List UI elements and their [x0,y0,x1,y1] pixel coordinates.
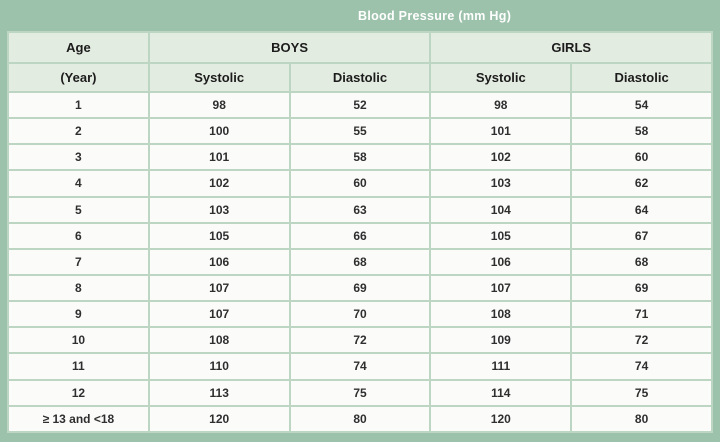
value-cell: 70 [290,302,430,327]
col-header-age-unit: (Year) [9,64,148,91]
table-body: 1 98 52 98 54 2 100 55 101 58 3 101 58 102 60 4 102 60 103… [9,93,711,431]
value-cell: 71 [572,302,711,327]
value-cell: 62 [572,171,711,196]
value-cell: 69 [572,275,711,301]
value-cell: 63 [290,197,430,222]
value-cell: 64 [572,197,711,222]
value-cell: 108 [431,302,571,327]
value-cell: 80 [572,406,711,431]
table-row: 10 108 72 109 72 [9,328,711,353]
value-cell: 102 [149,171,289,196]
value-cell: 110 [149,354,289,379]
table-row: 12 113 75 114 75 [9,380,711,405]
value-cell: 58 [290,145,430,170]
value-cell: 75 [290,380,430,405]
age-cell: 7 [9,249,148,274]
value-cell: 66 [290,223,430,248]
value-cell: 54 [572,93,711,118]
value-cell: 69 [290,275,430,301]
age-cell: 12 [9,380,148,405]
value-cell: 120 [431,406,571,431]
value-cell: 103 [149,197,289,222]
value-cell: 109 [431,328,571,353]
value-cell: 101 [149,145,289,170]
table-row: 2 100 55 101 58 [9,119,711,144]
col-header-boys: BOYS [149,33,430,62]
value-cell: 105 [149,223,289,248]
value-cell: 67 [572,223,711,248]
col-header-boys-diastolic: Diastolic [290,64,430,91]
value-cell: 55 [290,119,430,144]
value-cell: 107 [149,302,289,327]
value-cell: 101 [431,119,571,144]
col-header-girls-systolic: Systolic [431,64,571,91]
table-title: Blood Pressure (mm Hg) [358,8,512,23]
value-cell: 104 [431,197,571,222]
sub-header-row: (Year) Systolic Diastolic Systolic Diast… [9,64,711,91]
table-row: 6 105 66 105 67 [9,223,711,248]
value-cell: 74 [572,354,711,379]
value-cell: 120 [149,406,289,431]
value-cell: 68 [290,249,430,274]
col-header-boys-systolic: Systolic [149,64,289,91]
table-row: 11 110 74 111 74 [9,354,711,379]
value-cell: 103 [431,171,571,196]
value-cell: 113 [149,380,289,405]
table-row: 5 103 63 104 64 [9,197,711,222]
value-cell: 111 [431,354,571,379]
blood-pressure-table: Age BOYS GIRLS (Year) Systolic Diastolic… [7,31,713,433]
group-header-row: Age BOYS GIRLS [9,33,711,62]
value-cell: 106 [149,249,289,274]
age-cell: ≥ 13 and <18 [9,406,148,431]
value-cell: 75 [572,380,711,405]
age-cell: 6 [9,223,148,248]
age-cell: 10 [9,328,148,353]
age-cell: 9 [9,302,148,327]
col-header-age: Age [9,33,148,62]
value-cell: 107 [149,275,289,301]
value-cell: 100 [149,119,289,144]
table-row: 1 98 52 98 54 [9,93,711,118]
value-cell: 107 [431,275,571,301]
value-cell: 98 [149,93,289,118]
age-cell: 8 [9,275,148,301]
age-cell: 5 [9,197,148,222]
table-row: ≥ 13 and <18 120 80 120 80 [9,406,711,431]
age-cell: 4 [9,171,148,196]
value-cell: 68 [572,249,711,274]
table-row: 3 101 58 102 60 [9,145,711,170]
table-row: 9 107 70 108 71 [9,302,711,327]
col-header-girls: GIRLS [431,33,711,62]
value-cell: 114 [431,380,571,405]
age-cell: 2 [9,119,148,144]
table-row: 7 106 68 106 68 [9,249,711,274]
value-cell: 106 [431,249,571,274]
value-cell: 60 [290,171,430,196]
value-cell: 58 [572,119,711,144]
value-cell: 98 [431,93,571,118]
value-cell: 80 [290,406,430,431]
value-cell: 105 [431,223,571,248]
age-cell: 1 [9,93,148,118]
value-cell: 102 [431,145,571,170]
table-row: 8 107 69 107 69 [9,275,711,301]
value-cell: 60 [572,145,711,170]
age-cell: 11 [9,354,148,379]
table-title-banner: Blood Pressure (mm Hg) [0,0,720,31]
value-cell: 72 [572,328,711,353]
col-header-girls-diastolic: Diastolic [572,64,711,91]
age-cell: 3 [9,145,148,170]
value-cell: 108 [149,328,289,353]
table-row: 4 102 60 103 62 [9,171,711,196]
value-cell: 74 [290,354,430,379]
value-cell: 72 [290,328,430,353]
value-cell: 52 [290,93,430,118]
